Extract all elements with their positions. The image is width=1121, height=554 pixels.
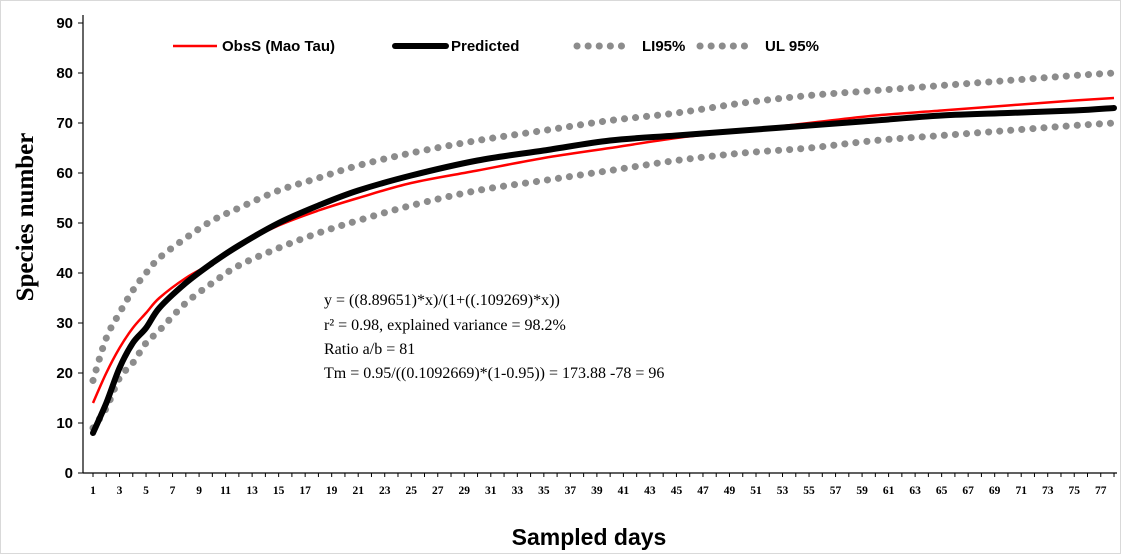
x-tick-label: 39 [591, 485, 603, 497]
legend-label-obss-mao-tau: ObsS (Mao Tau) [222, 38, 335, 55]
x-tick-label: 41 [618, 485, 630, 497]
legend-label-li95: LI95% [642, 38, 685, 55]
y-tick-label: 10 [56, 415, 73, 432]
x-tick-label: 67 [962, 485, 974, 497]
x-axis-ticks: 1 3 5 7 9 11 13 15 17 19 21 23 25 27 29 31 33 35 37 39 41 43 4… [90, 473, 1115, 497]
y-tick-label: 0 [65, 465, 73, 482]
y-tick-label: 50 [56, 215, 73, 232]
x-tick-label: 9 [196, 485, 202, 497]
legend: ObsS (Mao Tau) Predicted LI95% UL 95% [173, 38, 819, 55]
y-tick-label: 60 [56, 165, 73, 182]
x-axis-label: Sampled days [512, 524, 667, 550]
y-tick-label: 30 [56, 315, 73, 332]
x-tick-label: 59 [856, 485, 868, 497]
x-tick-label: 27 [432, 485, 444, 497]
x-tick-label: 53 [777, 485, 789, 497]
series-line-obss-mao-tau [91, 96, 1115, 404]
x-tick-label: 23 [379, 485, 391, 497]
series-line-ul-95 [89, 69, 1118, 384]
x-tick-label: 7 [170, 485, 176, 497]
y-tick-label: 40 [56, 265, 73, 282]
x-tick-label: 3 [117, 485, 123, 497]
x-tick-label: 29 [459, 485, 471, 497]
x-tick-label: 73 [1042, 485, 1054, 497]
x-tick-label: 43 [644, 485, 656, 497]
y-axis-ticks: 0 10 20 30 40 50 60 70 80 90 [56, 15, 83, 482]
annotation-line: Ratio a/b = 81 [324, 341, 415, 358]
x-tick-label: 5 [143, 485, 149, 497]
x-tick-label: 63 [909, 485, 921, 497]
series-line-li95 [89, 119, 1118, 432]
x-tick-label: 77 [1095, 485, 1107, 497]
y-axis-label: Species number [12, 133, 39, 302]
x-tick-label: 35 [538, 485, 550, 497]
x-tick-label: 15 [273, 485, 285, 497]
x-tick-label: 57 [830, 485, 842, 497]
x-tick-label: 71 [1015, 485, 1027, 497]
x-tick-label: 33 [512, 485, 524, 497]
x-tick-label: 11 [220, 485, 231, 497]
equation-annotation: y = ((8.89651)*x)/(1+((.109269)*x)) r² = … [324, 292, 664, 382]
series-lines [89, 69, 1118, 436]
x-tick-label: 45 [671, 485, 683, 497]
x-tick-label: 25 [405, 485, 417, 497]
y-tick-label: 80 [56, 65, 73, 82]
y-tick-label: 20 [56, 365, 73, 382]
x-tick-label: 69 [989, 485, 1001, 497]
x-tick-label: 31 [485, 485, 497, 497]
x-tick-label: 65 [936, 485, 948, 497]
x-tick-label: 19 [326, 485, 338, 497]
x-tick-label: 49 [724, 485, 736, 497]
annotation-line: Tm = 0.95/((0.1092669)*(1-0.95)) = 173.8… [324, 365, 664, 382]
axes [82, 15, 1117, 474]
x-tick-label: 61 [883, 485, 895, 497]
legend-label-predicted: Predicted [451, 38, 519, 55]
annotation-line: y = ((8.89651)*x)/(1+((.109269)*x)) [324, 292, 560, 309]
x-tick-label: 75 [1068, 485, 1080, 497]
x-tick-label: 55 [803, 485, 815, 497]
x-tick-label: 17 [299, 485, 311, 497]
x-tick-label: 37 [565, 485, 577, 497]
series-line-predicted [90, 105, 1117, 436]
y-tick-label: 90 [56, 15, 73, 32]
annotation-line: r² = 0.98, explained variance = 98.2% [324, 317, 566, 334]
x-tick-label: 13 [246, 485, 258, 497]
x-tick-label: 21 [352, 485, 364, 497]
legend-label-ul-95: UL 95% [765, 38, 819, 55]
x-tick-label: 1 [90, 485, 96, 497]
y-tick-label: 70 [56, 115, 73, 132]
x-tick-label: 51 [750, 485, 762, 497]
x-tick-label: 47 [697, 485, 709, 497]
